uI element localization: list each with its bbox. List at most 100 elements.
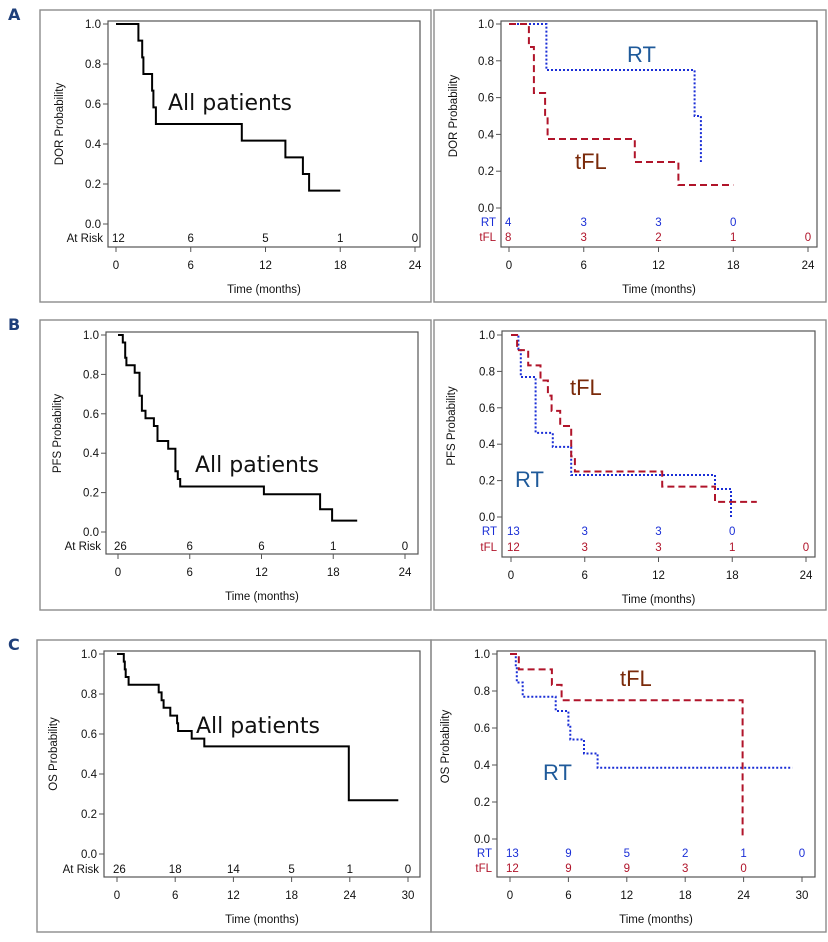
km-curve-rt — [510, 653, 793, 769]
plot-area — [103, 650, 421, 878]
risk-value: 13 — [507, 526, 520, 538]
y-tick-label: 0.0 — [474, 834, 490, 846]
y-tick-label: 1.0 — [479, 330, 495, 342]
risk-value: 12 — [112, 233, 125, 245]
y-axis-label: DOR Probability — [54, 83, 66, 166]
y-tick-label: 0.0 — [81, 849, 97, 861]
y-tick-label: 0.0 — [479, 512, 495, 524]
y-tick-label: 0.4 — [474, 760, 491, 772]
km-curve-all — [116, 23, 341, 192]
y-tick-label: 1.0 — [474, 649, 490, 661]
y-axis-label: DOR Probability — [448, 75, 460, 158]
y-tick-label: 0.0 — [85, 219, 101, 231]
x-tick-label: 30 — [402, 890, 415, 902]
risk-value: 1 — [729, 542, 735, 554]
annotation-tfl: tFL — [570, 375, 602, 400]
x-tick-label: 6 — [172, 890, 178, 902]
risk-row-label: tFL — [479, 232, 496, 244]
x-tick-label: 24 — [399, 567, 412, 579]
x-tick-label: 0 — [114, 890, 120, 902]
risk-value: 12 — [507, 542, 520, 554]
risk-value: 0 — [405, 864, 411, 876]
y-axis-label: PFS Probability — [52, 394, 64, 474]
km-curve-all — [118, 334, 358, 522]
x-tick-label: 24 — [800, 570, 813, 582]
y-tick-label: 0.8 — [478, 56, 494, 68]
x-tick-label: 6 — [581, 260, 587, 272]
km-curve-rt — [509, 23, 702, 162]
annotation-all-patients: All patients — [195, 453, 319, 478]
x-tick-label: 0 — [506, 260, 512, 272]
y-tick-label: 0.6 — [474, 723, 490, 735]
y-axis-label: PFS Probability — [446, 386, 458, 466]
y-tick-label: 0.4 — [479, 439, 496, 451]
x-tick-label: 24 — [802, 260, 815, 272]
plot-area — [496, 650, 816, 878]
risk-row-label: RT — [482, 526, 497, 538]
x-tick-label: 6 — [565, 890, 571, 902]
annotation-rt: RT — [515, 467, 544, 492]
y-axis-label: OS Probability — [440, 710, 452, 784]
y-tick-label: 0.0 — [478, 203, 494, 215]
y-tick-label: 0.8 — [85, 59, 101, 71]
chart-a-left: 0.0 0.2 0.4 0.6 0.8 1.0 0 6 12 18 24 Time (months) D… — [39, 9, 432, 303]
risk-value: 3 — [655, 217, 661, 229]
risk-value: 9 — [565, 848, 571, 860]
x-tick-label: 18 — [726, 570, 739, 582]
risk-value: 18 — [169, 864, 182, 876]
risk-value: 3 — [682, 863, 688, 875]
x-tick-label: 12 — [255, 567, 268, 579]
x-tick-label: 24 — [343, 890, 356, 902]
y-tick-label: 0.2 — [81, 809, 97, 821]
y-tick-label: 0.4 — [81, 769, 98, 781]
y-tick-label: 0.2 — [474, 797, 490, 809]
x-tick-label: 24 — [409, 260, 422, 272]
risk-value: 6 — [187, 541, 193, 553]
annotation-all-patients: All patients — [196, 714, 320, 739]
y-tick-label: 0.6 — [478, 93, 494, 105]
x-tick-label: 12 — [652, 260, 665, 272]
risk-value: 0 — [412, 233, 418, 245]
y-tick-label: 0.6 — [85, 99, 101, 111]
km-curve-tfl — [509, 23, 734, 186]
x-tick-label: 6 — [582, 570, 588, 582]
risk-value: 0 — [803, 542, 809, 554]
panel-frame — [433, 319, 827, 611]
risk-value: 9 — [624, 863, 630, 875]
y-axis-label: OS Probability — [48, 717, 60, 791]
panel-frame — [430, 639, 827, 933]
risk-value: 1 — [330, 541, 336, 553]
risk-value: 9 — [565, 863, 571, 875]
y-tick-label: 0.0 — [83, 527, 99, 539]
risk-value: 3 — [582, 526, 588, 538]
x-tick-label: 30 — [796, 890, 809, 902]
risk-row-label: tFL — [475, 863, 492, 875]
risk-value: 6 — [188, 233, 194, 245]
y-tick-label: 0.4 — [83, 448, 100, 460]
risk-value: 1 — [740, 848, 746, 860]
x-axis-label: Time (months) — [622, 284, 696, 296]
x-tick-label: 0 — [115, 567, 121, 579]
annotation-all-patients: All patients — [168, 91, 292, 116]
x-axis-label: Time (months) — [225, 914, 299, 926]
risk-value: 26 — [114, 541, 127, 553]
risk-value: 0 — [729, 526, 735, 538]
y-tick-label: 0.8 — [83, 369, 99, 381]
risk-value: 3 — [582, 542, 588, 554]
x-tick-label: 18 — [285, 890, 298, 902]
risk-value: 1 — [730, 232, 736, 244]
x-tick-label: 18 — [679, 890, 692, 902]
risk-row-label: tFL — [480, 542, 497, 554]
y-tick-label: 0.2 — [479, 476, 495, 488]
annotation-rt: RT — [627, 42, 656, 67]
risk-value: 0 — [805, 232, 811, 244]
panel-letter-c: C — [8, 635, 20, 654]
y-tick-label: 0.8 — [479, 366, 495, 378]
risk-value: 6 — [258, 541, 264, 553]
risk-value: 0 — [740, 863, 746, 875]
risk-value: 0 — [402, 541, 408, 553]
chart-b-left: 0.0 0.2 0.4 0.6 0.8 1.0 0 6 12 18 24 Time (months) P… — [39, 319, 432, 611]
y-tick-label: 0.4 — [85, 139, 102, 151]
risk-value: 2 — [655, 232, 661, 244]
